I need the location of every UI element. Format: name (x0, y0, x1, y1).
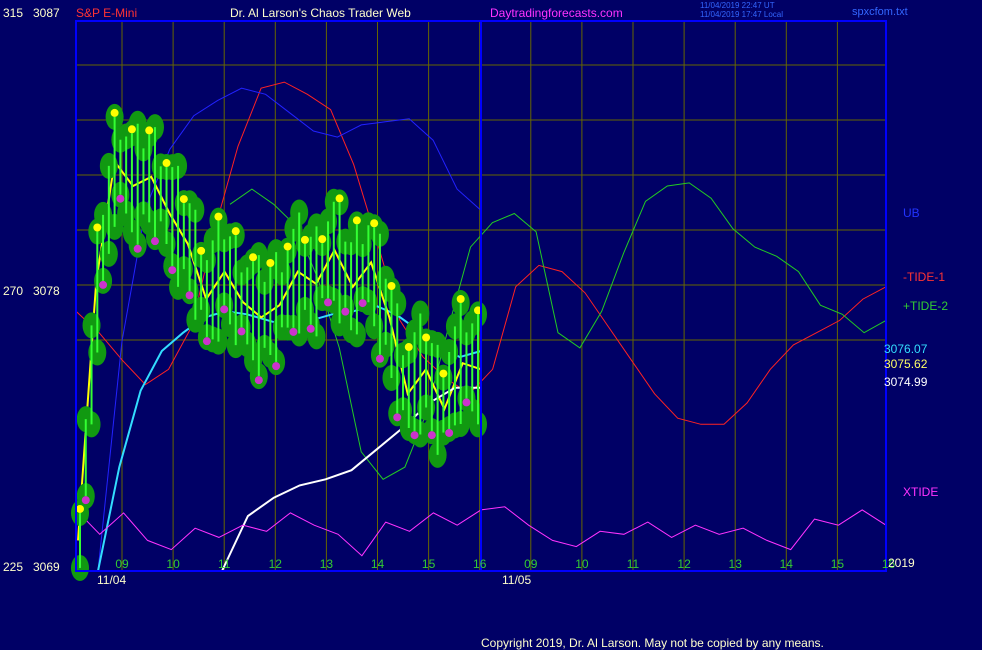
low-dot (168, 266, 177, 275)
low-dot (393, 413, 402, 422)
hour-tick-label: 16 (473, 557, 487, 571)
high-dot (352, 216, 361, 225)
hour-tick-label: 09 (524, 557, 538, 571)
low-dot (445, 428, 454, 437)
low-dot (341, 307, 350, 316)
hour-tick-label: 11 (218, 557, 231, 571)
low-dot (254, 376, 263, 385)
left-price-bottom: 3069 (33, 560, 60, 574)
data-filename: spxcfom.txt (852, 6, 908, 18)
left-price-mid: 3078 (33, 284, 60, 298)
high-dot (214, 212, 223, 221)
hour-tick-label: 13 (729, 557, 743, 571)
copyright-notice: Copyright 2019, Dr. Al Larson. May not b… (481, 636, 824, 650)
high-dot (76, 504, 84, 513)
high-dot (318, 235, 327, 244)
tide2-label: +TIDE-2 (903, 299, 949, 313)
xtide-label: XTIDE (903, 485, 939, 499)
high-dot (162, 159, 171, 168)
low-dot (427, 431, 436, 440)
high-dot (266, 259, 275, 268)
high-dot (145, 126, 154, 135)
high-dot (93, 223, 102, 232)
high-dot (179, 195, 188, 204)
low-dot (358, 299, 367, 308)
high-dot (422, 333, 431, 342)
price-white-label: 3074.99 (884, 375, 928, 389)
series-line-307499 (221, 386, 481, 572)
series-line-tide2 (229, 182, 887, 480)
hour-tick-label: 15 (422, 557, 436, 571)
site-url[interactable]: Daytradingforecasts.com (490, 6, 623, 20)
low-dot (133, 244, 142, 253)
tide1-label: -TIDE-1 (903, 270, 945, 284)
price-yellow-label: 3075.62 (884, 357, 928, 371)
hour-tick-label: 16 (882, 557, 896, 571)
hour-tick-label: 09 (115, 557, 129, 571)
high-dot (231, 227, 240, 236)
low-dot (306, 324, 315, 333)
date-label-1: 11/04 (97, 573, 127, 587)
hour-tick-label: 15 (831, 557, 845, 571)
hour-tick-label: 12 (269, 557, 283, 571)
ub-label: UB (903, 206, 920, 220)
left-price-top: 3087 (33, 6, 60, 20)
low-dot (324, 298, 333, 307)
year-label: 2019 (888, 556, 915, 570)
date-label-2: 11/05 (502, 573, 532, 587)
high-dot (370, 219, 379, 228)
high-dot (439, 369, 448, 378)
high-dot (283, 242, 292, 251)
low-dot (462, 398, 471, 407)
low-dot (272, 362, 281, 371)
chart-symbol: S&P E-Mini (76, 6, 138, 20)
hour-tick-label: 12 (677, 557, 691, 571)
low-dot (410, 431, 419, 440)
left-scale-bottom: 225 (3, 560, 24, 574)
high-dot (110, 108, 119, 117)
hour-tick-label: 10 (575, 557, 589, 571)
high-dot (197, 246, 206, 255)
low-dot (220, 305, 229, 314)
low-dot (185, 291, 194, 300)
timestamp-local: 11/04/2019 17:47 Local (700, 10, 784, 19)
low-dot (375, 354, 384, 363)
low-dot (81, 496, 90, 505)
high-dot (300, 235, 309, 244)
site-title: Dr. Al Larson's Chaos Trader Web (230, 6, 411, 20)
low-dot (99, 280, 108, 289)
hour-tick-label: 14 (371, 557, 385, 571)
low-dot (116, 194, 125, 203)
high-dot (335, 194, 344, 203)
low-dot (202, 337, 211, 346)
high-dot (249, 253, 258, 262)
low-dot (289, 327, 298, 336)
left-scale-top: 315 (3, 6, 24, 20)
high-dot (404, 343, 413, 352)
price-cyan-label: 3076.07 (884, 342, 928, 356)
x-axis-ticks: 09 10 11 12 13 14 15 16 09 10 11 12 13 14 15 16 (115, 557, 895, 571)
low-dot (150, 237, 159, 246)
high-dot (127, 125, 136, 134)
hour-tick-label: 10 (166, 557, 180, 571)
hour-tick-label: 13 (320, 557, 334, 571)
low-dot (237, 327, 246, 336)
hour-tick-label: 14 (780, 557, 794, 571)
price-bars-layer (71, 103, 487, 581)
left-scale-mid: 270 (3, 284, 24, 298)
hour-tick-label: 11 (627, 557, 640, 571)
high-dot (387, 281, 396, 290)
high-dot (456, 294, 465, 303)
timestamp-ut: 11/04/2019 22:47 UT (700, 1, 775, 10)
